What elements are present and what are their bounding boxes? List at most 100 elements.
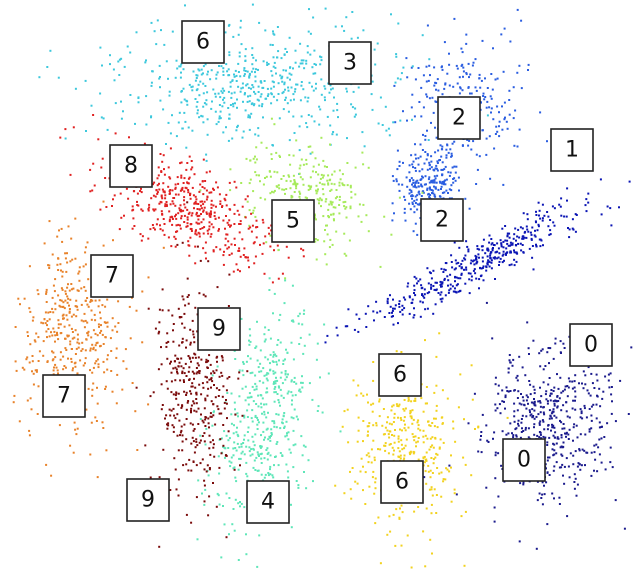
scatter-point	[177, 121, 180, 124]
scatter-point	[446, 72, 449, 75]
scatter-point	[265, 97, 268, 100]
scatter-point	[431, 96, 434, 99]
scatter-point	[284, 277, 287, 280]
scatter-point	[577, 462, 580, 465]
scatter-point	[173, 235, 176, 238]
scatter-point	[227, 223, 230, 226]
scatter-point	[343, 184, 346, 187]
scatter-point	[429, 538, 432, 541]
scatter-point	[556, 373, 558, 376]
scatter-point	[201, 186, 204, 188]
scatter-point	[452, 178, 455, 180]
scatter-point	[480, 451, 483, 454]
scatter-point	[59, 299, 62, 302]
scatter-point	[531, 226, 534, 229]
scatter-point	[392, 513, 395, 516]
scatter-point	[372, 470, 375, 473]
scatter-point	[277, 464, 280, 467]
scatter-point	[465, 73, 468, 76]
scatter-point	[561, 427, 564, 430]
scatter-point	[433, 181, 436, 184]
scatter-point	[424, 138, 427, 141]
scatter-point	[443, 41, 446, 44]
scatter-point	[425, 183, 427, 186]
scatter-point	[360, 457, 363, 460]
scatter-point	[347, 308, 350, 311]
scatter-point	[253, 459, 256, 462]
scatter-point	[298, 195, 301, 198]
scatter-point	[262, 421, 265, 424]
scatter-point	[516, 409, 519, 412]
scatter-point	[327, 216, 330, 219]
scatter-point	[241, 205, 244, 208]
digit-label-box: 7	[42, 374, 86, 418]
scatter-point	[144, 61, 147, 64]
scatter-point	[399, 457, 402, 460]
scatter-point	[414, 435, 417, 438]
scatter-point	[449, 283, 452, 286]
scatter-point	[187, 191, 190, 194]
scatter-point	[223, 101, 226, 104]
scatter-point	[212, 439, 214, 442]
scatter-point	[580, 410, 583, 413]
scatter-point	[404, 298, 407, 301]
scatter-point	[413, 211, 416, 214]
scatter-point	[553, 224, 556, 227]
scatter-point	[276, 26, 279, 28]
scatter-point	[534, 229, 536, 232]
scatter-point	[71, 337, 74, 340]
scatter-point	[523, 404, 526, 407]
scatter-point	[178, 316, 181, 319]
scatter-point	[66, 286, 69, 289]
scatter-point	[240, 317, 243, 320]
scatter-point	[560, 436, 563, 439]
scatter-point	[259, 349, 262, 352]
digit-label-text: 7	[105, 264, 119, 289]
scatter-point	[84, 289, 87, 292]
scatter-point	[222, 444, 225, 447]
scatter-point	[521, 396, 524, 399]
scatter-point	[185, 346, 187, 349]
scatter-point	[196, 245, 199, 248]
scatter-point	[45, 463, 48, 466]
scatter-point	[253, 444, 256, 447]
scatter-point	[282, 175, 285, 177]
scatter-point	[129, 337, 132, 340]
scatter-point	[228, 208, 231, 211]
scatter-point	[404, 429, 407, 432]
scatter-point	[207, 474, 210, 477]
scatter-point	[520, 403, 523, 406]
scatter-point	[198, 383, 201, 386]
scatter-point	[272, 351, 275, 354]
scatter-point	[402, 161, 404, 164]
scatter-point	[496, 130, 499, 133]
scatter-point	[300, 115, 303, 118]
scatter-point	[567, 438, 570, 440]
scatter-point	[278, 401, 281, 404]
scatter-point	[189, 236, 192, 239]
scatter-point	[298, 65, 301, 68]
scatter-point	[227, 447, 230, 449]
scatter-point	[403, 447, 406, 450]
scatter-point	[420, 184, 423, 187]
scatter-point	[195, 392, 198, 395]
scatter-point	[391, 175, 394, 178]
scatter-point	[403, 416, 406, 419]
scatter-point	[538, 400, 541, 403]
scatter-point	[550, 429, 552, 432]
scatter-point	[188, 458, 191, 461]
scatter-point	[170, 371, 173, 374]
scatter-point	[72, 367, 74, 370]
scatter-point	[152, 194, 155, 197]
scatter-point	[579, 433, 582, 436]
scatter-point	[259, 445, 262, 447]
scatter-point	[180, 90, 183, 93]
scatter-point	[75, 347, 78, 350]
scatter-point	[179, 379, 182, 382]
scatter-point	[274, 380, 277, 383]
scatter-point	[442, 441, 445, 444]
scatter-point	[333, 219, 335, 222]
scatter-point	[394, 544, 397, 547]
scatter-point	[97, 323, 100, 326]
scatter-point	[86, 303, 89, 306]
